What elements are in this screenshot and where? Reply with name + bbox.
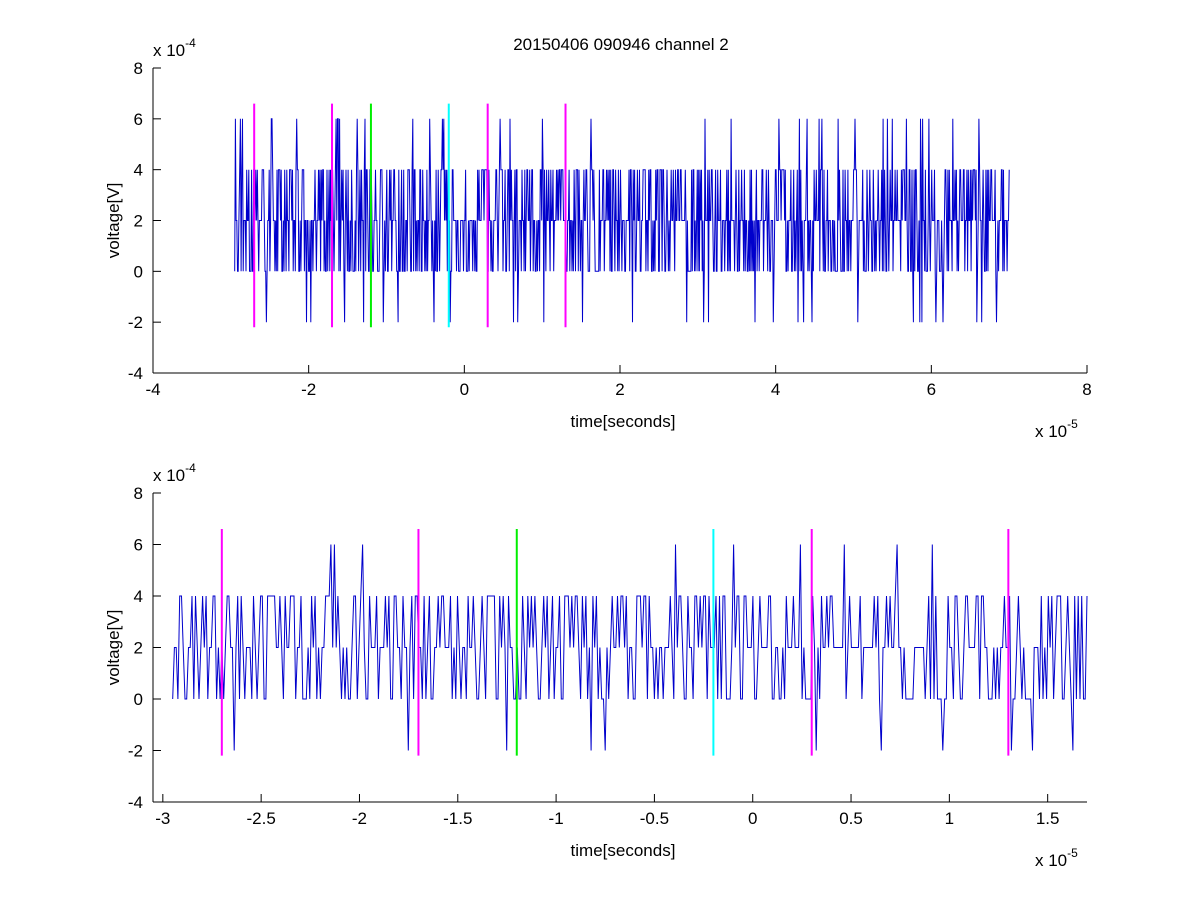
signal-trace [172, 544, 1088, 751]
y-tick-label: 8 [134, 484, 143, 503]
signal-trace [234, 118, 1010, 323]
x-tick-label: 0 [460, 380, 469, 399]
y-axis-label: voltage[V] [104, 610, 123, 686]
y-tick-label: -4 [128, 793, 143, 812]
x-tick-label: -2 [301, 380, 316, 399]
y-axis-label: voltage[V] [104, 183, 123, 259]
top-plot: 20150406 090946 channel 2 -4 -2 0 2 4 6 8 -4 -2 0… [104, 35, 1092, 441]
x-tick-label: -4 [145, 380, 160, 399]
x-multiplier: x 10-5 [1035, 846, 1078, 870]
x-tick-label: 8 [1082, 380, 1091, 399]
x-multiplier: x 10-5 [1035, 417, 1078, 441]
y-tick-label: -2 [128, 742, 143, 761]
x-tick-label: -3 [155, 809, 170, 828]
x-tick-label: -2 [352, 809, 367, 828]
y-tick-label: 2 [134, 639, 143, 658]
y-tick-label: 6 [134, 110, 143, 129]
y-tick-label: 0 [134, 262, 143, 281]
y-tick-label: 4 [134, 161, 143, 180]
x-tick-label: -0.5 [640, 809, 669, 828]
x-tick-label: 0 [748, 809, 757, 828]
bottom-plot: -3 -2.5 -2 -1.5 -1 -0.5 0 0.5 1 1.5 -4 -2 0 2 4 6 8 time[… [104, 461, 1088, 870]
x-tick-label: 0.5 [839, 809, 863, 828]
y-tick-label: 4 [134, 587, 143, 606]
y-tick-label: -4 [128, 364, 143, 383]
y-multiplier: x 10-4 [153, 461, 196, 485]
y-multiplier: x 10-4 [153, 36, 196, 60]
y-tick-label: -2 [128, 313, 143, 332]
x-tick-label: -2.5 [246, 809, 275, 828]
plot-title: 20150406 090946 channel 2 [513, 35, 729, 54]
x-axis-label: time[seconds] [571, 841, 676, 860]
y-tick-label: 6 [134, 536, 143, 555]
x-tick-label: 1 [945, 809, 954, 828]
x-tick-label: -1.5 [443, 809, 472, 828]
x-axis-label: time[seconds] [571, 412, 676, 431]
y-tick-label: 8 [134, 59, 143, 78]
x-tick-label: -1 [549, 809, 564, 828]
y-tick-label: 0 [134, 690, 143, 709]
x-tick-label: 2 [615, 380, 624, 399]
x-tick-label: 6 [927, 380, 936, 399]
x-tick-label: 1.5 [1036, 809, 1060, 828]
y-tick-label: 2 [134, 212, 143, 231]
x-tick-label: 4 [771, 380, 780, 399]
